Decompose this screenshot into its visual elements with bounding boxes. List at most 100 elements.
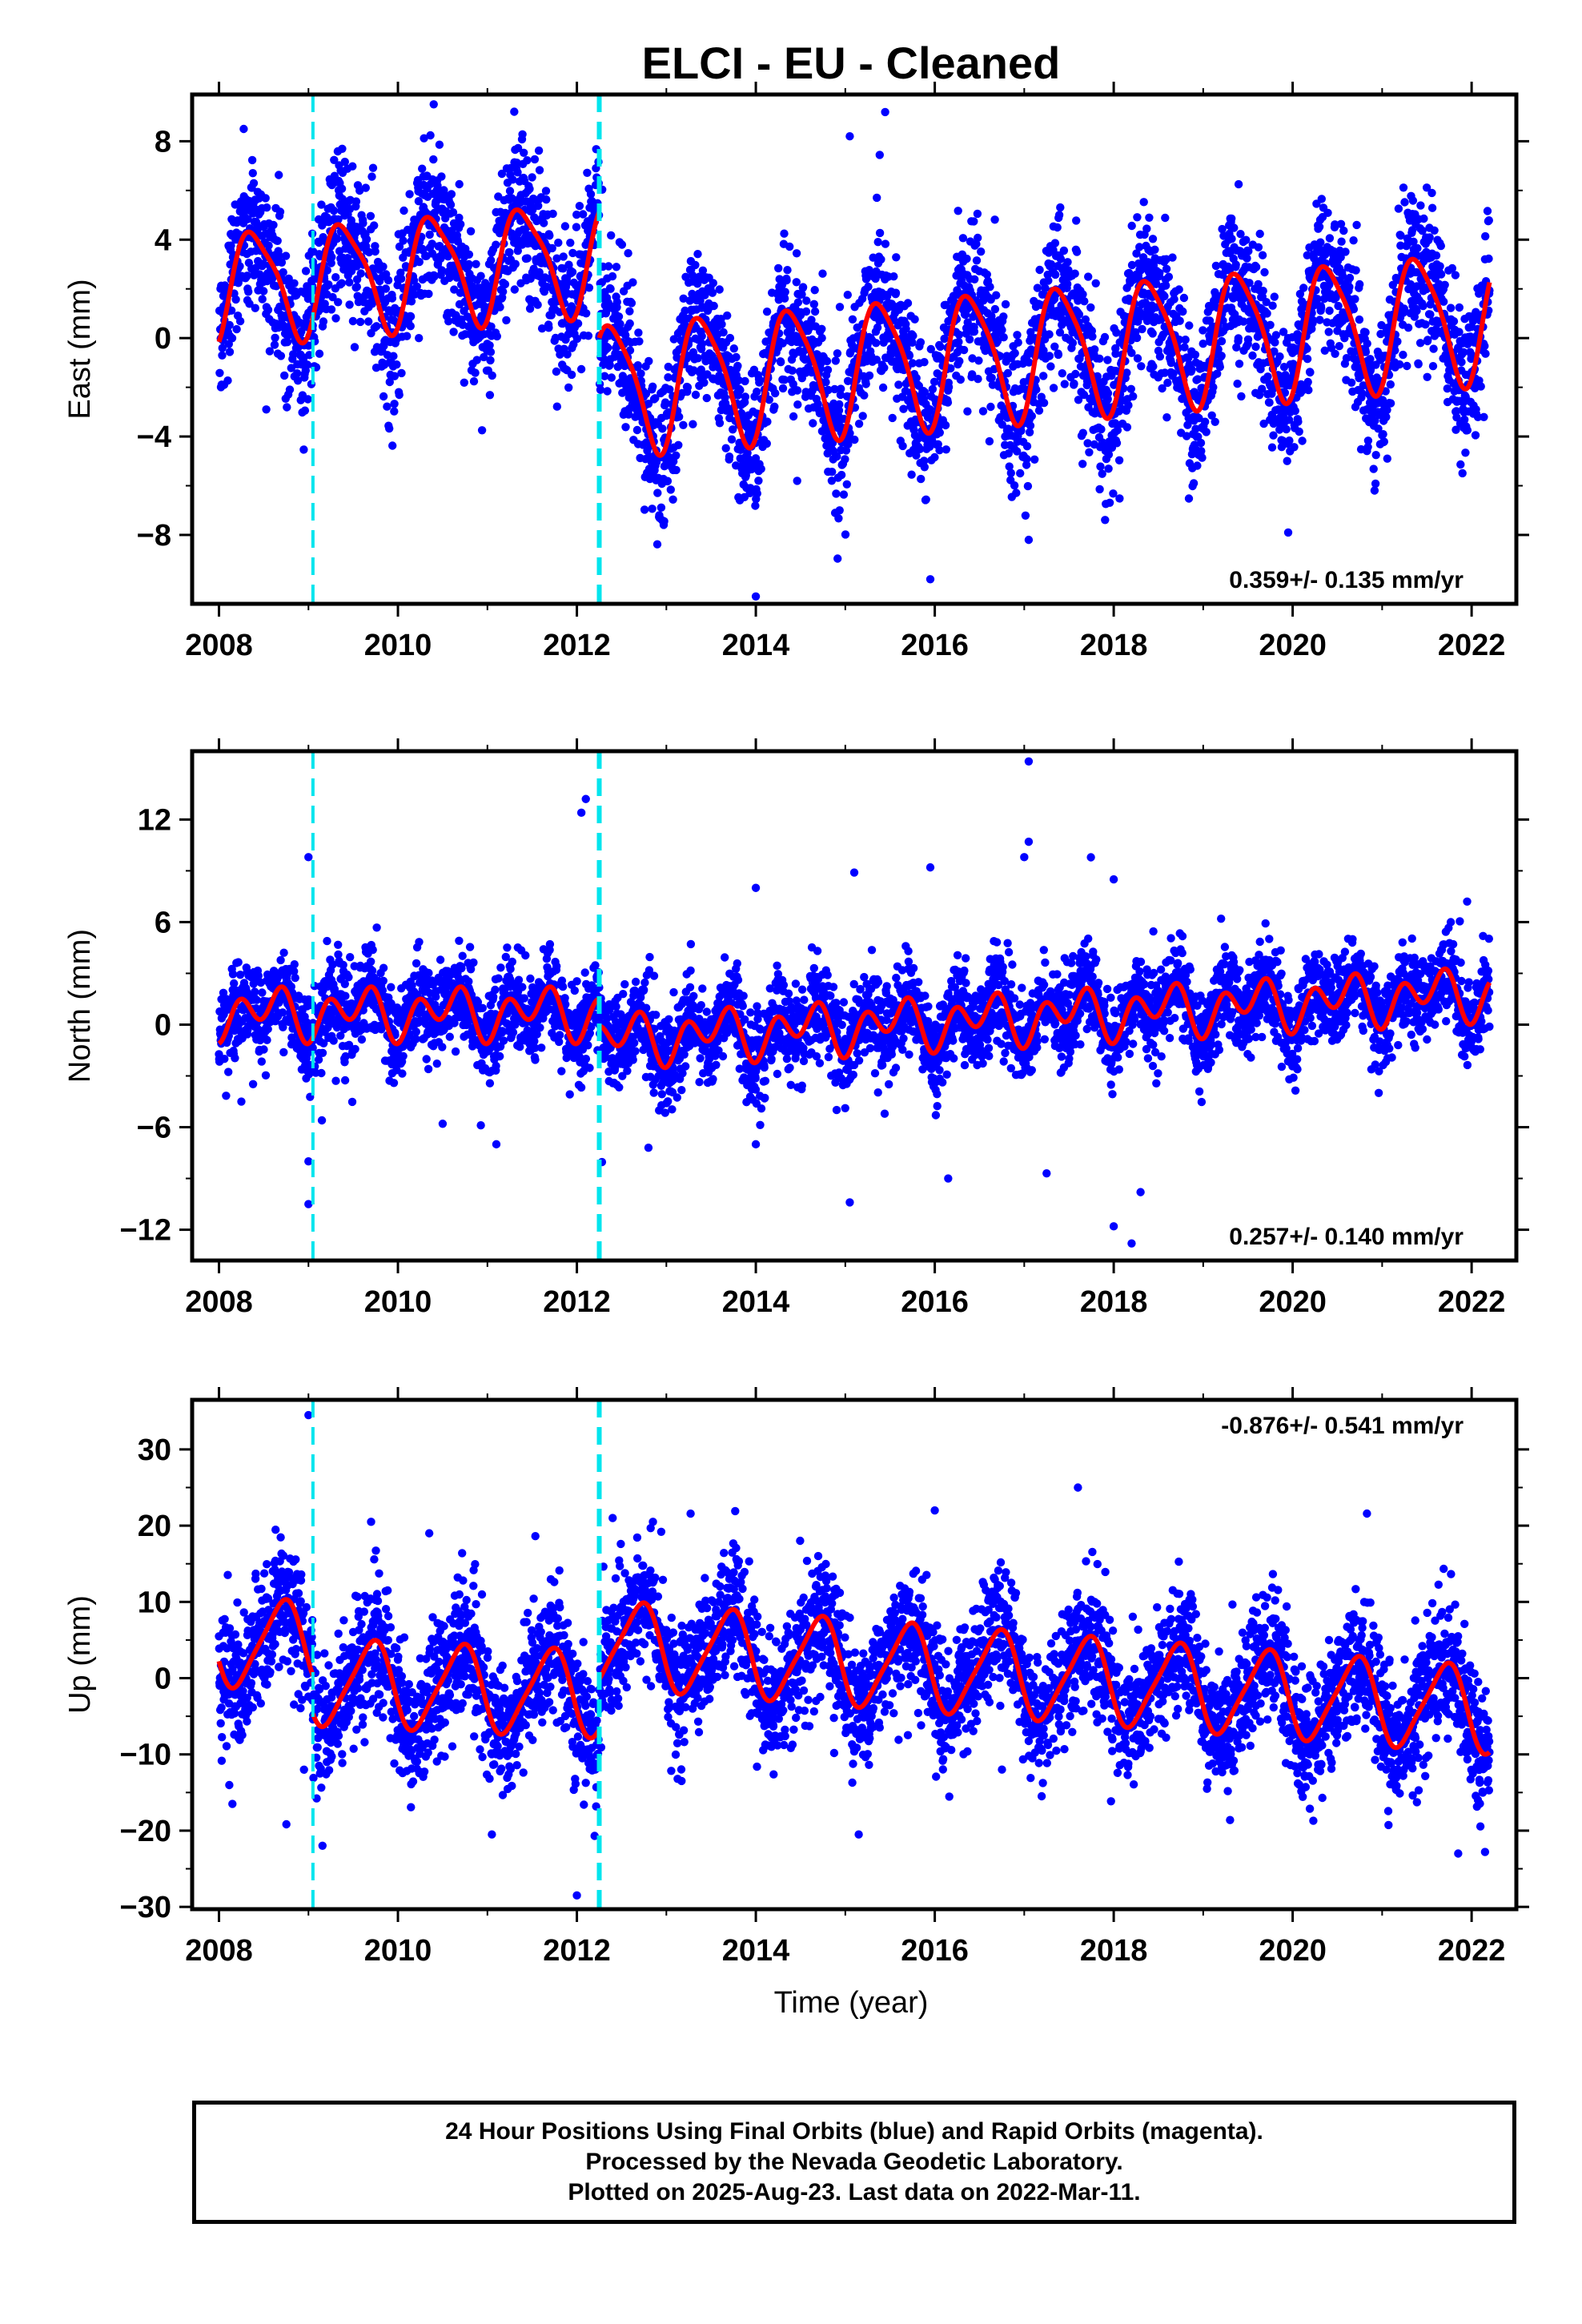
data-point — [389, 352, 398, 360]
data-point — [912, 451, 921, 460]
data-point — [1419, 301, 1427, 311]
data-point — [415, 334, 424, 343]
data-point-outlier — [1283, 528, 1293, 537]
data-point — [1345, 273, 1355, 283]
data-point — [572, 210, 581, 219]
data-point — [792, 278, 801, 287]
data-point — [1041, 283, 1050, 292]
data-point — [835, 400, 844, 409]
x-tick-label: 2008 — [185, 629, 253, 662]
data-point — [644, 400, 653, 408]
data-point — [1160, 292, 1169, 301]
data-point — [1363, 443, 1372, 452]
data-point — [872, 339, 881, 348]
data-point — [488, 371, 496, 380]
data-point — [1425, 233, 1434, 242]
data-point — [258, 295, 267, 304]
data-point — [535, 166, 544, 175]
data-point — [243, 215, 252, 223]
data-point — [513, 143, 523, 153]
data-point — [1056, 255, 1066, 263]
data-point — [937, 355, 946, 364]
data-point — [523, 254, 532, 263]
data-point — [1345, 283, 1354, 292]
data-point — [1119, 384, 1128, 393]
data-point — [1481, 231, 1490, 241]
data-point — [661, 398, 670, 407]
data-point — [1138, 324, 1146, 334]
data-point — [841, 455, 849, 464]
data-point — [426, 131, 435, 140]
data-point — [1101, 516, 1110, 525]
data-point — [230, 979, 239, 988]
data-point — [263, 1035, 271, 1044]
data-point — [1399, 350, 1407, 360]
data-point — [359, 219, 367, 227]
data-point — [1355, 279, 1364, 289]
data-point — [788, 366, 797, 375]
data-point — [754, 476, 763, 485]
data-point — [777, 358, 785, 367]
data-point — [364, 247, 374, 257]
data-point — [348, 162, 357, 171]
data-point — [299, 445, 308, 454]
data-point — [283, 338, 292, 347]
data-point — [821, 378, 830, 387]
data-point — [1483, 207, 1492, 215]
data-point — [936, 342, 945, 352]
data-point — [973, 209, 982, 219]
data-point — [942, 300, 950, 309]
data-point — [1103, 395, 1112, 404]
data-point — [831, 356, 841, 365]
data-point — [653, 489, 662, 497]
data-point — [275, 171, 283, 179]
data-point — [456, 219, 465, 229]
data-point — [709, 279, 717, 287]
data-point-outlier — [1024, 535, 1034, 545]
data-point — [383, 402, 391, 411]
data-point — [963, 318, 972, 327]
data-point — [604, 344, 612, 352]
data-point — [612, 298, 621, 307]
data-point — [1063, 279, 1072, 288]
data-point — [736, 385, 745, 395]
data-point — [1032, 385, 1041, 394]
data-point — [1006, 468, 1016, 477]
data-point — [1049, 384, 1058, 392]
data-point-outlier — [429, 100, 438, 109]
data-point — [1053, 223, 1062, 232]
data-point — [568, 267, 577, 276]
data-point — [319, 317, 328, 326]
data-point — [508, 175, 517, 184]
data-point — [1331, 220, 1339, 229]
data-point — [406, 322, 415, 331]
data-point — [418, 164, 427, 173]
data-point — [798, 283, 808, 292]
data-point — [471, 368, 480, 377]
data-point — [810, 307, 820, 316]
data-point — [279, 1023, 287, 1031]
data-point — [232, 324, 241, 334]
data-point — [681, 306, 689, 316]
data-point — [1100, 332, 1110, 342]
data-point — [485, 391, 495, 400]
data-point — [220, 1055, 229, 1063]
data-point — [641, 389, 651, 398]
data-point — [635, 337, 644, 346]
data-point — [1080, 297, 1089, 306]
data-point — [1083, 439, 1092, 448]
data-point — [1068, 339, 1078, 348]
data-point — [540, 219, 548, 227]
data-point — [920, 388, 930, 396]
data-point — [837, 470, 846, 480]
data-point — [308, 1043, 317, 1052]
data-point — [741, 376, 749, 386]
data-point — [1371, 451, 1380, 460]
data-point — [430, 272, 439, 281]
data-point — [839, 490, 849, 499]
data-point — [283, 403, 291, 412]
data-point — [224, 1068, 233, 1076]
data-point — [872, 356, 881, 364]
data-point — [1030, 455, 1039, 464]
data-point — [633, 361, 642, 370]
